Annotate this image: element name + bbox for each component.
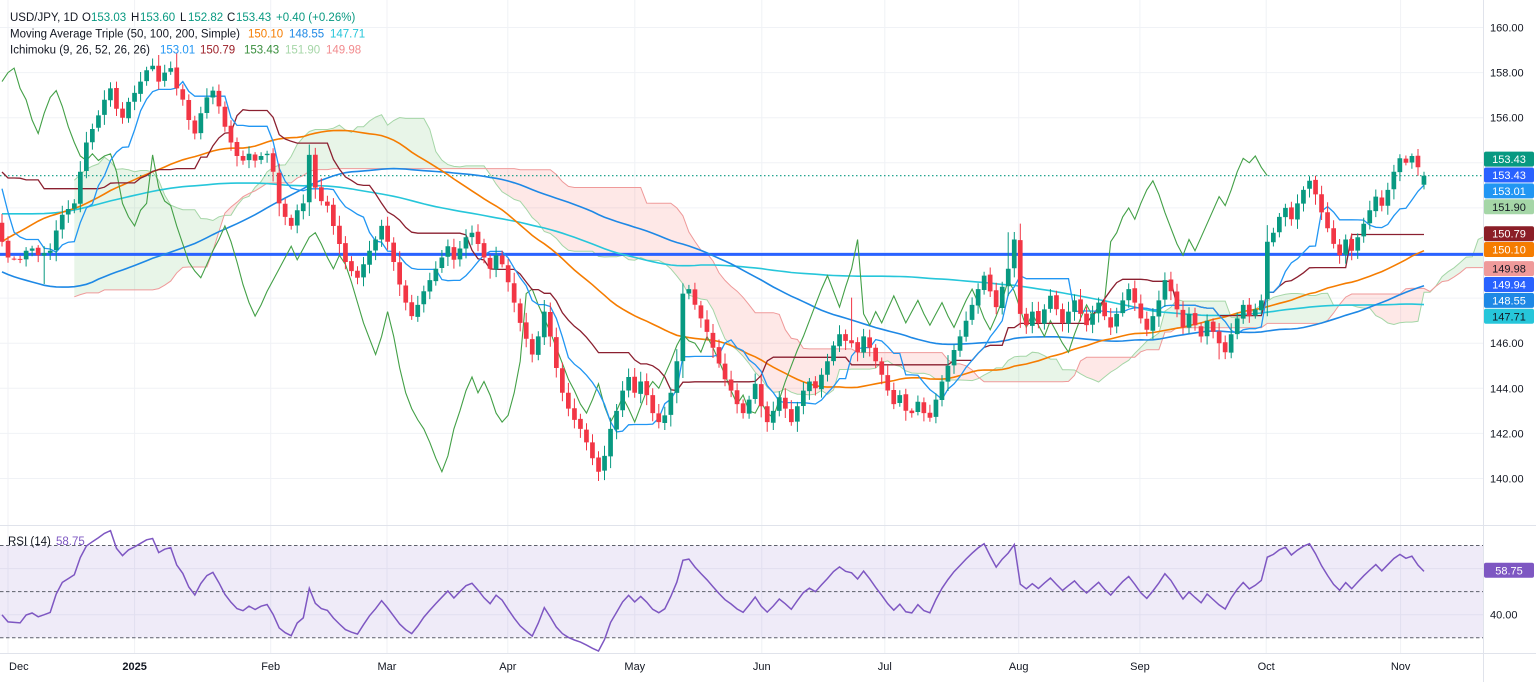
svg-text:Mar: Mar — [378, 661, 397, 673]
svg-text:May: May — [624, 661, 645, 673]
svg-text:140.00: 140.00 — [1490, 474, 1524, 486]
svg-text:58.75: 58.75 — [1495, 565, 1523, 577]
svg-text:Moving Average Triple (50, 100: Moving Average Triple (50, 100, 200, Sim… — [10, 29, 240, 41]
svg-text:153.03: 153.03 — [91, 12, 126, 24]
svg-text:149.94: 149.94 — [1492, 280, 1526, 292]
svg-text:153.43: 153.43 — [236, 12, 271, 24]
svg-text:C: C — [227, 12, 235, 24]
svg-text:153.01: 153.01 — [160, 45, 195, 57]
svg-text:L: L — [180, 12, 187, 24]
svg-text:150.10: 150.10 — [1492, 245, 1526, 257]
svg-text:150.79: 150.79 — [1492, 229, 1526, 241]
svg-text:146.00: 146.00 — [1490, 338, 1524, 350]
svg-text:Jul: Jul — [878, 661, 892, 673]
svg-text:153.01: 153.01 — [1492, 186, 1526, 198]
svg-text:Oct: Oct — [1258, 661, 1275, 673]
svg-text:USD/JPY, 1D: USD/JPY, 1D — [10, 12, 78, 24]
svg-text:153.43: 153.43 — [1492, 170, 1526, 182]
svg-text:Feb: Feb — [261, 661, 280, 673]
svg-text:Apr: Apr — [499, 661, 516, 673]
svg-text:144.00: 144.00 — [1490, 383, 1524, 395]
svg-text:142.00: 142.00 — [1490, 428, 1524, 440]
svg-text:RSI (14): RSI (14) — [8, 536, 51, 548]
svg-text:148.55: 148.55 — [1492, 295, 1526, 307]
svg-text:150.79: 150.79 — [200, 45, 235, 57]
svg-text:Sep: Sep — [1130, 661, 1150, 673]
svg-text:58.75: 58.75 — [56, 536, 85, 548]
svg-text:H: H — [131, 12, 139, 24]
svg-text:160.00: 160.00 — [1490, 23, 1524, 35]
svg-text:147.71: 147.71 — [330, 29, 365, 41]
svg-text:150.10: 150.10 — [248, 29, 283, 41]
svg-text:Jun: Jun — [753, 661, 771, 673]
svg-text:147.71: 147.71 — [1492, 311, 1526, 323]
svg-text:2025: 2025 — [122, 661, 146, 673]
svg-text:Aug: Aug — [1009, 661, 1029, 673]
svg-text:152.82: 152.82 — [188, 12, 223, 24]
svg-text:153.60: 153.60 — [140, 12, 175, 24]
svg-text:149.98: 149.98 — [326, 45, 361, 57]
svg-text:Dec: Dec — [9, 661, 29, 673]
svg-text:O: O — [82, 12, 91, 24]
svg-text:Ichimoku (9, 26, 52, 26, 26): Ichimoku (9, 26, 52, 26, 26) — [10, 45, 150, 57]
svg-text:+0.40 (+0.26%): +0.40 (+0.26%) — [276, 12, 355, 24]
svg-text:151.90: 151.90 — [285, 45, 320, 57]
svg-text:148.55: 148.55 — [289, 29, 324, 41]
svg-text:153.43: 153.43 — [1492, 154, 1526, 166]
svg-text:156.00: 156.00 — [1490, 113, 1524, 125]
svg-text:158.00: 158.00 — [1490, 68, 1524, 80]
svg-text:Nov: Nov — [1391, 661, 1411, 673]
svg-text:153.43: 153.43 — [244, 45, 279, 57]
svg-text:151.90: 151.90 — [1492, 202, 1526, 214]
svg-text:149.98: 149.98 — [1492, 264, 1526, 276]
svg-text:40.00: 40.00 — [1490, 610, 1518, 622]
